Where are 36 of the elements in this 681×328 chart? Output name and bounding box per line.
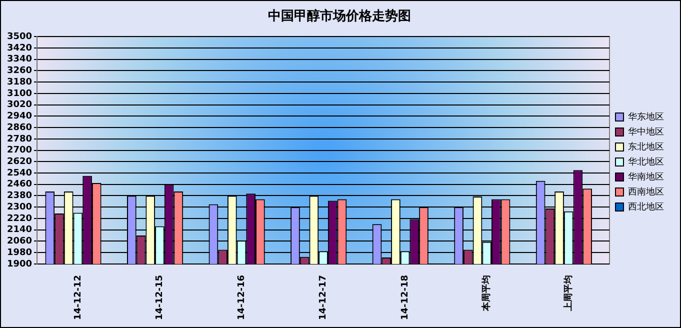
chart-title: 中国甲醇市场价格走势图 [268, 8, 411, 24]
legend-label: 西南地区 [628, 186, 664, 198]
y-tick-label: 2220 [6, 214, 32, 224]
legend-label: 华北地区 [628, 156, 664, 168]
x-tick-label: 14-12-17 [318, 274, 329, 320]
y-tick-label: 2860 [6, 122, 32, 133]
y-tick-label: 2060 [6, 236, 32, 247]
x-tick-label: 上周平均 [562, 274, 574, 312]
y-tick-label: 2380 [6, 191, 32, 202]
y-tick-label: 3260 [6, 66, 32, 76]
y-tick-label: 2700 [6, 146, 32, 156]
y-tick-label: 2140 [6, 225, 32, 236]
y-tick-label: 2300 [6, 202, 32, 212]
y-tick-label: 3100 [6, 88, 32, 99]
y-tick-label: 2780 [6, 134, 32, 144]
y-tick-label: 3420 [6, 43, 32, 54]
legend-label: 东北地区 [628, 141, 664, 152]
x-tick-label: 本周平均 [481, 274, 492, 312]
y-tick-label: 2620 [6, 156, 32, 167]
y-tick-label: 2940 [6, 112, 32, 122]
x-tick-label: 14-12-15 [155, 274, 166, 320]
y-tick-label: 3020 [6, 100, 32, 110]
legend-label: 西北地区 [628, 201, 664, 212]
y-tick-label: 2540 [6, 168, 32, 178]
y-tick-label: 3500 [6, 32, 32, 42]
legend-label: 华中地区 [628, 126, 664, 138]
y-tick-label: 3180 [6, 77, 32, 88]
y-tick-label: 3340 [6, 54, 32, 65]
x-tick-label: 14-12-18 [400, 274, 410, 320]
legend-label: 华东地区 [628, 111, 664, 122]
y-tick-label: 1900 [6, 259, 32, 270]
y-tick-label: 1980 [6, 248, 32, 258]
y-tick-label: 2460 [6, 180, 32, 190]
x-tick-label: 14-12-12 [73, 274, 84, 320]
x-tick-label: 14-12-16 [236, 274, 247, 320]
legend-label: 华南地区 [628, 171, 664, 182]
